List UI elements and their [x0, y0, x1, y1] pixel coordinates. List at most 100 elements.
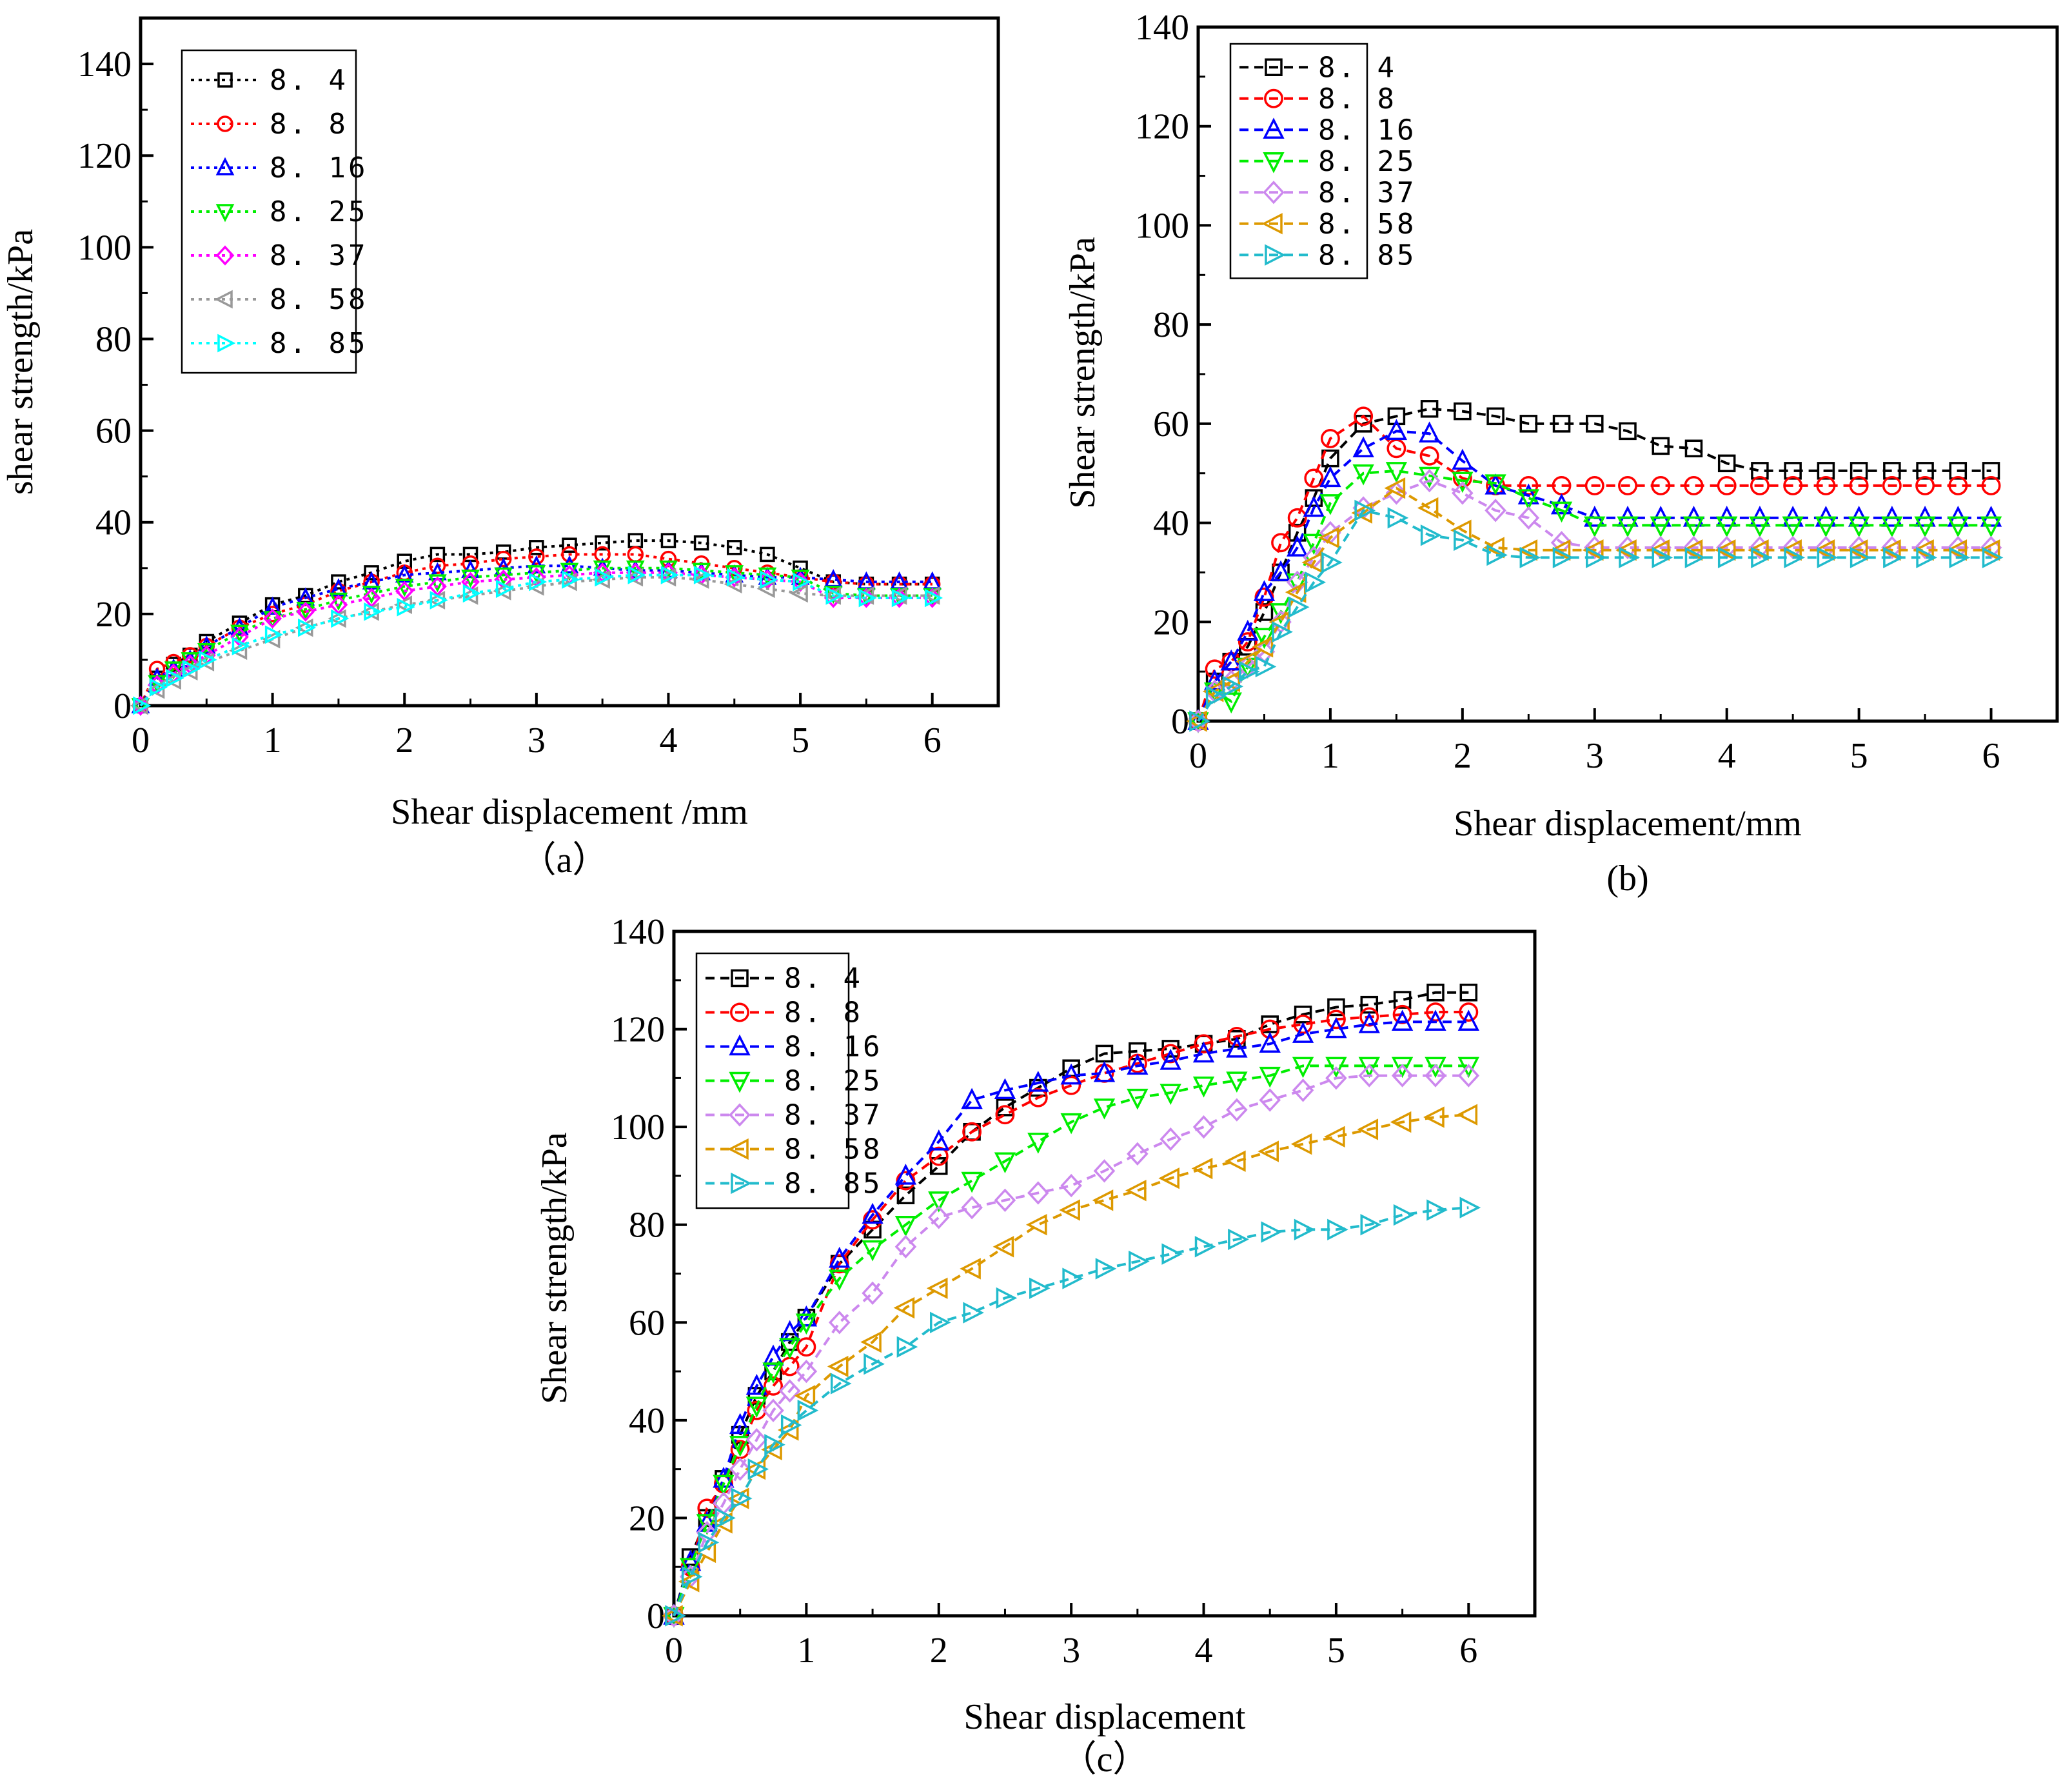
data-point	[960, 1258, 981, 1280]
legend-marker	[731, 969, 749, 988]
data-point	[1420, 400, 1439, 418]
data-point	[760, 570, 778, 589]
data-point	[1519, 415, 1538, 433]
data-point	[1391, 1009, 1414, 1031]
legend-label: 8. 25	[270, 195, 368, 228]
data-point	[1205, 685, 1227, 708]
legend-marker	[217, 115, 233, 132]
data-point	[858, 588, 877, 608]
data-point	[1238, 632, 1258, 651]
data-point	[1060, 1113, 1082, 1135]
legend-marker	[1265, 58, 1283, 76]
data-point	[131, 695, 150, 716]
data-point	[994, 1078, 1016, 1100]
data-point	[1292, 1022, 1314, 1043]
data-point	[1582, 539, 1604, 561]
data-point	[1846, 539, 1868, 561]
data-point	[996, 1098, 1014, 1117]
y-tick-label: 100	[77, 228, 132, 268]
data-point	[764, 1434, 785, 1456]
data-point	[863, 1353, 885, 1375]
data-point	[780, 1356, 800, 1376]
legend-marker	[1263, 181, 1285, 204]
data-point	[764, 1376, 783, 1396]
legend-label: 8. 25	[784, 1065, 882, 1098]
data-point	[922, 586, 940, 605]
data-point	[1305, 571, 1327, 593]
data-point	[1029, 1277, 1051, 1299]
data-point	[1261, 1221, 1283, 1243]
data-point	[928, 1191, 950, 1213]
data-point	[1060, 1173, 1082, 1198]
data-point	[1159, 1084, 1181, 1105]
data-point	[1260, 1019, 1280, 1039]
y-tick-label: 80	[629, 1206, 665, 1246]
data-point	[795, 1359, 818, 1384]
data-point	[1095, 1258, 1117, 1280]
series-8.16	[663, 1009, 1479, 1625]
data-point	[528, 548, 545, 565]
data-point	[1619, 546, 1640, 569]
data-point	[1684, 439, 1703, 458]
data-point	[493, 581, 511, 601]
data-point	[1290, 1133, 1312, 1155]
series-line	[139, 539, 932, 707]
series-8.85	[665, 1197, 1481, 1627]
legend-label: 8. 85	[784, 1167, 882, 1200]
data-point	[1717, 475, 1737, 495]
data-point	[1849, 475, 1869, 495]
data-point	[725, 567, 744, 588]
series-line	[673, 1020, 1469, 1616]
data-point	[1550, 501, 1573, 523]
data-point	[1287, 573, 1308, 595]
data-point	[1913, 539, 1934, 561]
data-point	[1393, 991, 1412, 1009]
data-point	[461, 560, 480, 579]
panel-label: （c）	[1061, 1740, 1149, 1780]
legend-label: 8. 37	[784, 1099, 882, 1132]
y-tick-label: 120	[1135, 107, 1189, 147]
data-point	[1948, 475, 1968, 495]
series-8.58	[662, 1104, 1478, 1627]
data-point	[495, 550, 512, 568]
data-point	[1881, 535, 1903, 560]
data-point	[794, 1385, 816, 1407]
y-tick-label: 80	[1153, 305, 1189, 345]
data-point	[495, 579, 515, 599]
x-tick-label: 6	[923, 720, 942, 760]
data-point	[1452, 448, 1474, 470]
data-point	[731, 1487, 753, 1509]
series-line	[673, 1074, 1469, 1616]
data-point	[1255, 655, 1277, 678]
data-point	[1320, 428, 1340, 448]
data-point	[1252, 636, 1274, 658]
data-point	[779, 1338, 801, 1360]
data-point	[1418, 421, 1441, 442]
data-point	[1426, 983, 1445, 1002]
data-point	[924, 588, 943, 608]
data-point	[1552, 415, 1571, 433]
data-point	[1982, 546, 2004, 569]
panel-label: （a）	[520, 840, 609, 880]
data-point	[894, 1215, 917, 1237]
data-point	[1519, 546, 1541, 569]
series-line	[1197, 509, 1991, 722]
data-point	[1848, 516, 1870, 538]
data-point	[232, 637, 250, 655]
data-point	[1027, 1071, 1049, 1092]
data-point	[927, 1206, 950, 1229]
data-point	[1187, 712, 1209, 733]
data-point	[1384, 477, 1406, 499]
series-line	[673, 1064, 1469, 1616]
data-point	[1025, 1214, 1047, 1236]
data-point	[1586, 546, 1607, 569]
data-point	[1303, 495, 1325, 517]
legend-label: 8. 16	[1318, 114, 1416, 146]
data-point	[1159, 1048, 1181, 1070]
data-point	[1325, 1066, 1347, 1090]
data-point	[715, 1507, 736, 1529]
data-point	[827, 1355, 849, 1378]
data-point	[1385, 462, 1408, 483]
data-point	[994, 1188, 1016, 1213]
